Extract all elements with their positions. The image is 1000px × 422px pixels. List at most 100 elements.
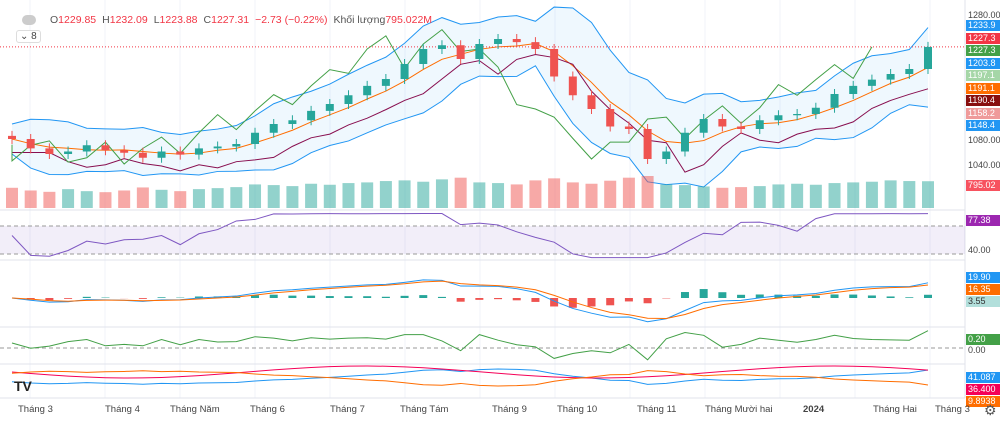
volume-bar <box>735 187 748 208</box>
candle <box>307 110 316 121</box>
volume-bar <box>286 186 299 208</box>
time-tick-label: Tháng Năm <box>170 404 220 415</box>
collapse-legend-button[interactable] <box>22 15 36 25</box>
close-value: 1227.31 <box>211 14 250 26</box>
time-tick-label: Tháng Mười hai <box>705 404 773 415</box>
tradingview-logo[interactable]: TV <box>14 378 32 394</box>
macd-histogram-bar <box>437 296 446 298</box>
ohlc-legend: O1229.85 H1232.09 L1223.88 C1227.31 −2.7… <box>22 14 432 26</box>
volume-bar <box>809 184 822 208</box>
candle <box>269 124 278 133</box>
candle <box>643 129 652 159</box>
time-tick-label: Tháng 4 <box>105 404 140 415</box>
time-tick-label: Tháng Tám <box>400 404 449 415</box>
price-tick-label: 1080.00 <box>968 135 1000 145</box>
open-value: 1229.85 <box>58 14 97 26</box>
volume-bar <box>865 181 878 208</box>
oscillator-badge: 0.20 <box>966 334 1000 345</box>
macd-badge: 19.90 <box>966 272 1000 283</box>
candle <box>419 49 428 64</box>
candle <box>325 104 334 111</box>
time-tick-label: Tháng 6 <box>250 404 285 415</box>
macd-histogram-bar <box>886 296 895 298</box>
price-badge: 1227.3 <box>966 32 1000 44</box>
gear-icon[interactable]: ⚙ <box>984 402 997 418</box>
price-badge: 1227.3 <box>966 45 1000 56</box>
volume-bar <box>249 184 262 208</box>
macd-histogram-bar <box>45 298 54 301</box>
indicators-toggle[interactable]: ⌄ 8 <box>16 30 41 43</box>
volume-bar <box>548 178 561 208</box>
volume-bar <box>136 187 149 208</box>
macd-badge: 16.35 <box>966 284 1000 295</box>
candle <box>456 45 465 59</box>
bollinger-lower-line <box>11 65 929 188</box>
macd-histogram-bar <box>699 289 708 298</box>
candle <box>793 114 802 116</box>
volume-bar <box>492 183 505 208</box>
dmi-badge: 9.8938 <box>966 396 1000 407</box>
volume-bar <box>398 180 411 208</box>
volume-bar <box>417 181 430 208</box>
volume-bar <box>585 183 598 208</box>
candle <box>157 151 166 158</box>
time-tick-label: Tháng 11 <box>637 404 677 415</box>
volume-bar <box>753 186 766 208</box>
candle <box>811 107 820 114</box>
low-label: L <box>153 14 160 26</box>
bollinger-upper-line <box>11 6 929 135</box>
candle <box>45 148 54 154</box>
volume-bar <box>80 191 93 208</box>
macd-histogram-bar <box>64 298 73 299</box>
macd-histogram-bar <box>325 296 334 298</box>
oscillator-line <box>11 330 929 361</box>
candle <box>867 79 876 86</box>
macd-histogram-bar <box>363 296 372 298</box>
price-badge: 1203.8 <box>966 57 1000 69</box>
candle <box>437 45 446 49</box>
volume-bar <box>622 177 635 208</box>
candle <box>344 95 353 104</box>
candle <box>213 146 222 149</box>
macd-histogram-bar <box>568 298 577 308</box>
macd-histogram-bar <box>606 298 615 306</box>
macd-histogram-bar <box>811 295 820 298</box>
volume-bar <box>192 189 205 208</box>
candle <box>8 135 16 139</box>
price-badge: 1148.4 <box>966 120 1000 131</box>
volume-bar <box>660 184 673 208</box>
macd-histogram-bar <box>849 294 858 298</box>
candle <box>718 119 727 127</box>
candle <box>176 151 185 155</box>
volume-bar <box>379 181 392 208</box>
macd-histogram-bar <box>157 297 166 298</box>
low-value: 1223.88 <box>159 14 198 26</box>
candle <box>194 148 203 155</box>
rsi-line <box>11 212 929 259</box>
volume-bar <box>903 181 916 208</box>
macd-histogram-bar <box>419 295 428 298</box>
time-tick-label: Tháng 3 <box>18 404 53 415</box>
candle <box>568 76 577 96</box>
volume-bar <box>323 184 336 208</box>
candle <box>363 85 372 96</box>
time-tick-label: Tháng 9 <box>492 404 527 415</box>
price-badge: 1233.9 <box>966 20 1000 31</box>
macd-histogram-bar <box>512 298 521 301</box>
macd-histogram-bar <box>288 295 297 298</box>
high-value: 1232.09 <box>109 14 148 26</box>
volume-bar <box>155 189 168 208</box>
adx-line <box>11 365 929 379</box>
macd-histogram-bar <box>737 294 746 298</box>
candle <box>512 39 521 43</box>
close-label: C <box>203 14 212 26</box>
macd-histogram-bar <box>550 298 559 307</box>
volume-bar <box>454 177 467 208</box>
candle <box>232 144 241 147</box>
candle <box>531 42 540 49</box>
candle <box>494 39 503 44</box>
volume-bar <box>6 187 18 208</box>
volume-bar <box>529 180 542 208</box>
baseline-line <box>12 53 929 173</box>
